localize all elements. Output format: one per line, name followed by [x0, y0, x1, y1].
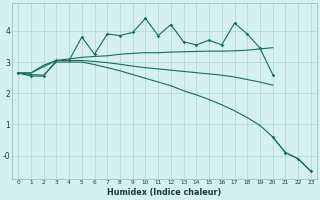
X-axis label: Humidex (Indice chaleur): Humidex (Indice chaleur) [108, 188, 222, 197]
